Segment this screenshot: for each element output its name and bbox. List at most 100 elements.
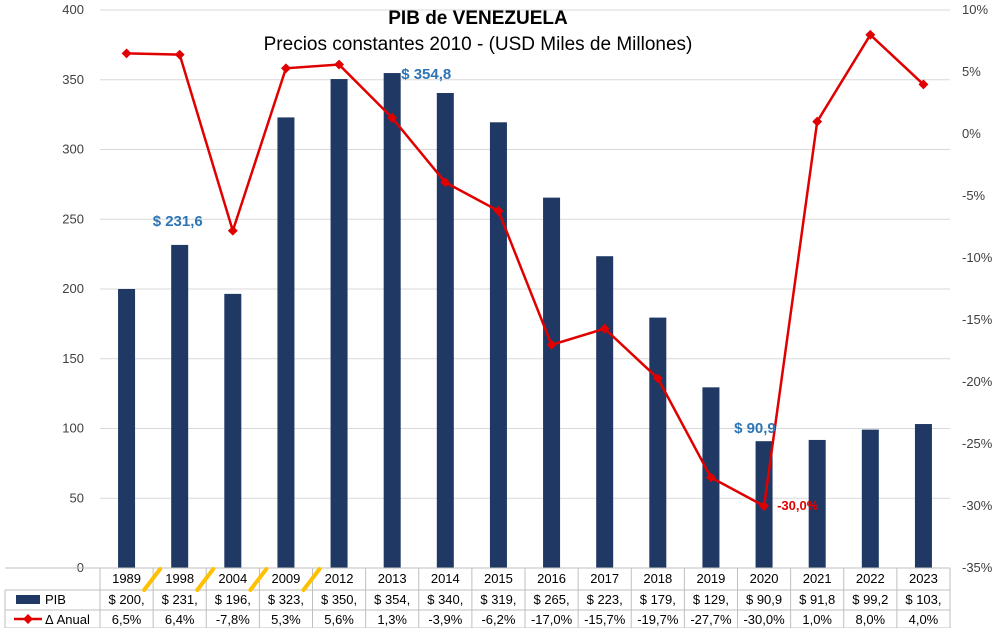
right-axis-tick-label: 5% bbox=[962, 64, 981, 79]
left-axis-tick-label: 150 bbox=[62, 351, 84, 366]
table-cell-pib: $ 231, bbox=[162, 592, 198, 607]
pib-bar bbox=[596, 256, 614, 568]
category-label: 2014 bbox=[431, 571, 460, 586]
pib-bar bbox=[277, 117, 295, 568]
right-axis-tick-label: -10% bbox=[962, 250, 993, 265]
annual-change-point bbox=[599, 323, 610, 334]
value-annotation: $ 354,8 bbox=[401, 66, 451, 83]
pib-bar bbox=[649, 317, 667, 568]
category-label: 2019 bbox=[696, 571, 725, 586]
annual-change-point bbox=[280, 63, 291, 74]
chart-subtitle: Precios constantes 2010 - (USD Miles de … bbox=[264, 34, 693, 55]
table-cell-pib: $ 196, bbox=[215, 592, 251, 607]
pib-bar bbox=[914, 424, 932, 568]
table-cell-anual: 1,0% bbox=[802, 612, 832, 627]
annual-change-point bbox=[812, 116, 823, 127]
table-cell-anual: -27,7% bbox=[690, 612, 732, 627]
pib-bars bbox=[118, 73, 932, 569]
left-axis-tick-label: 300 bbox=[62, 142, 84, 157]
table-cell-anual: 4,0% bbox=[909, 612, 939, 627]
table-cell-anual: -7,8% bbox=[216, 612, 250, 627]
value-annotation: $ 90,9 bbox=[734, 420, 776, 437]
pib-bar bbox=[330, 79, 348, 569]
table-cell-anual: -15,7% bbox=[584, 612, 626, 627]
table-cell-anual: 5,3% bbox=[271, 612, 301, 627]
category-label: 2018 bbox=[643, 571, 672, 586]
table-cell-anual: 1,3% bbox=[377, 612, 407, 627]
category-label: 2017 bbox=[590, 571, 619, 586]
right-axis-tick-label: 0% bbox=[962, 126, 981, 141]
table-cell-pib: $ 354, bbox=[374, 592, 410, 607]
table-cell-anual: -30,0% bbox=[743, 612, 785, 627]
annual-change-point bbox=[652, 373, 663, 384]
table-cell-pib: $ 265, bbox=[533, 592, 569, 607]
table-cell-pib: $ 350, bbox=[321, 592, 357, 607]
annual-change-point bbox=[493, 205, 504, 216]
table-cell-anual: 8,0% bbox=[855, 612, 885, 627]
category-label: 2012 bbox=[325, 571, 354, 586]
table-cell-pib: $ 103, bbox=[905, 592, 941, 607]
table-cell-anual: 5,6% bbox=[324, 612, 354, 627]
table-cell-anual: 6,5% bbox=[112, 612, 142, 627]
annual-change-point bbox=[121, 48, 132, 59]
category-label: 2015 bbox=[484, 571, 513, 586]
pib-bar bbox=[543, 197, 561, 568]
left-axis-tick-label: 200 bbox=[62, 281, 84, 296]
right-axis-tick-label: -25% bbox=[962, 436, 993, 451]
category-label: 2021 bbox=[803, 571, 832, 586]
axis-break-mark bbox=[142, 567, 163, 592]
left-axis-tick-label: 100 bbox=[62, 421, 84, 436]
legend-key-pib bbox=[16, 595, 40, 604]
table-cell-pib: $ 99,2 bbox=[852, 592, 888, 607]
table-cell-pib: $ 179, bbox=[640, 592, 676, 607]
annual-change-polyline bbox=[126, 32, 925, 508]
gridlines bbox=[100, 9, 950, 499]
pib-bar bbox=[808, 439, 826, 568]
right-axis-tick-label: -5% bbox=[962, 188, 986, 203]
category-label: 2004 bbox=[218, 571, 247, 586]
left-axis-tick-label: 50 bbox=[70, 490, 84, 505]
table-cell-pib: $ 340, bbox=[427, 592, 463, 607]
category-label: 1998 bbox=[165, 571, 194, 586]
legend-key-anual-marker bbox=[23, 614, 33, 624]
axis-break-mark bbox=[301, 567, 322, 592]
table-cell-pib: $ 319, bbox=[480, 592, 516, 607]
table-cell-pib: $ 200, bbox=[108, 592, 144, 607]
annual-change-point bbox=[227, 225, 238, 236]
right-axis-tick-label: -35% bbox=[962, 560, 993, 575]
category-label: 2013 bbox=[378, 571, 407, 586]
table-cell-anual: 6,4% bbox=[165, 612, 195, 627]
annual-change-point bbox=[759, 501, 770, 511]
annual-change-point bbox=[546, 339, 557, 350]
annual-change-point bbox=[918, 79, 929, 90]
pib-bar bbox=[224, 293, 242, 568]
annual-change-point bbox=[440, 177, 451, 188]
pib-bar bbox=[171, 244, 189, 568]
category-label: 2016 bbox=[537, 571, 566, 586]
table-cell-pib: $ 223, bbox=[587, 592, 623, 607]
left-axis-tick-label: 400 bbox=[62, 2, 84, 17]
category-label: 1989 bbox=[112, 571, 141, 586]
table-cell-anual: -6,2% bbox=[481, 612, 515, 627]
table-cell-anual: -3,9% bbox=[428, 612, 462, 627]
left-axis-tick-label: 350 bbox=[62, 72, 84, 87]
annual-change-point bbox=[174, 49, 185, 60]
pib-bar bbox=[489, 122, 507, 569]
table-cell-pib: $ 90,9 bbox=[746, 592, 782, 607]
annual-change-point bbox=[865, 29, 876, 40]
data-table: 1989 $ 200, 6,5% 1998 $ 231, 6,4% 2004 $ 196, -7… bbox=[4, 567, 951, 628]
category-label: 2023 bbox=[909, 571, 938, 586]
right-axis-tick-label: -30% bbox=[962, 498, 993, 513]
legend-label-pib: PIB bbox=[45, 592, 66, 607]
annual-change-line bbox=[121, 29, 929, 511]
right-axis-tick-label: -15% bbox=[962, 312, 993, 327]
table-cell-anual: -17,0% bbox=[531, 612, 573, 627]
table-cell-pib: $ 91,8 bbox=[799, 592, 835, 607]
table-cell-pib: $ 323, bbox=[268, 592, 304, 607]
left-axis-tick-label: 250 bbox=[62, 211, 84, 226]
table-cell-anual: -19,7% bbox=[637, 612, 679, 627]
chart-title: PIB de VENEZUELA bbox=[388, 8, 568, 29]
pib-bar bbox=[436, 93, 454, 568]
category-label: 2009 bbox=[271, 571, 300, 586]
